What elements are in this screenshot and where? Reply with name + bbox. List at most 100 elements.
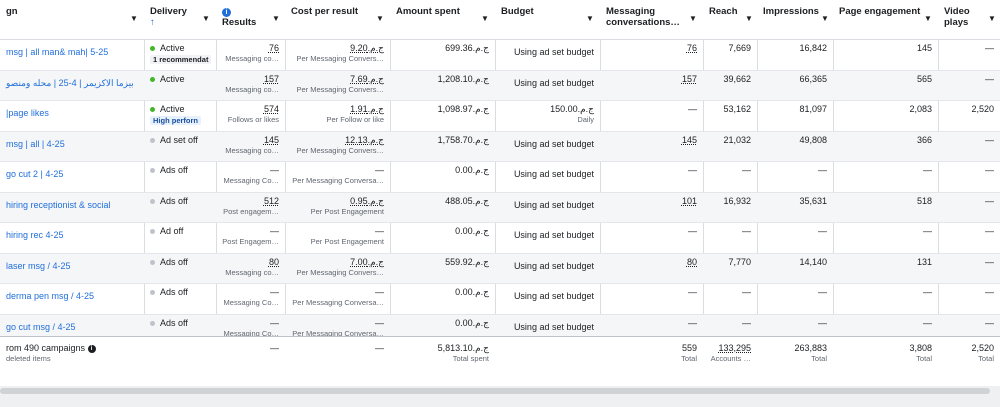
delivery-cell: Ads off <box>144 254 216 284</box>
cost-value[interactable]: ج.م.1.91 <box>350 104 384 114</box>
table-row[interactable]: بيزما الاكزيمر | 4-25 | محله ومنصو Activ… <box>0 70 1000 101</box>
header-messaging-conversations[interactable]: Messaging conversations… ▼ <box>600 0 703 39</box>
header-reach[interactable]: Reach ▼ <box>703 0 757 39</box>
campaign-name-cell[interactable]: بيزما الاكزيمر | 4-25 | محله ومنصو <box>0 71 144 101</box>
budget-cell[interactable]: Using ad set budget <box>495 315 600 345</box>
campaign-name-link[interactable]: laser msg / 4-25 <box>6 260 71 271</box>
budget-value[interactable]: Using ad set budget <box>513 260 594 271</box>
chevron-down-icon[interactable]: ▼ <box>745 14 753 23</box>
chevron-down-icon[interactable]: ▼ <box>988 14 996 23</box>
campaign-name-cell[interactable]: laser msg / 4-25 <box>0 254 144 284</box>
campaign-name-link[interactable]: msg | all man& mah| 5-25 <box>6 47 109 57</box>
results-value[interactable]: 574 <box>263 104 279 114</box>
chevron-down-icon[interactable]: ▼ <box>272 14 280 23</box>
table-row[interactable]: derma pen msg / 4-25 Ads off — Messaging… <box>0 284 1000 315</box>
results-value[interactable]: 157 <box>263 73 279 84</box>
table-row[interactable]: go cut 2 | 4-25 Ads off — Messaging Co… … <box>0 162 1000 193</box>
sort-arrow-icon[interactable]: ↑ <box>150 17 155 28</box>
campaign-name-link[interactable]: بيزما الاكزيمر | 4-25 | محله ومنصو <box>6 77 134 88</box>
campaign-name-link[interactable]: go cut 2 | 4-25 <box>6 169 64 179</box>
header-video-plays[interactable]: Video plays ▼ <box>938 0 1000 39</box>
chevron-down-icon[interactable]: ▼ <box>689 14 697 23</box>
budget-value[interactable]: Using ad set budget <box>513 291 594 301</box>
budget-cell[interactable]: Using ad set budget <box>495 71 600 101</box>
campaign-name-cell[interactable]: go cut msg / 4-25 <box>0 315 144 345</box>
results-value[interactable]: 145 <box>263 134 279 145</box>
budget-value[interactable]: ج.م.150.00 <box>550 104 594 114</box>
budget-value[interactable]: Using ad set budget <box>513 199 594 210</box>
cost-value[interactable]: ج.م.0.95 <box>350 195 384 206</box>
budget-cell[interactable]: Using ad set budget <box>495 132 600 162</box>
recommendation-badge[interactable]: High perforn <box>150 116 201 125</box>
campaign-name-cell[interactable]: hiring receptionist & social <box>0 193 144 223</box>
budget-value[interactable]: Using ad set budget <box>513 169 594 179</box>
results-value[interactable]: 512 <box>263 195 279 206</box>
results-value[interactable]: 76 <box>268 43 279 53</box>
messaging-value[interactable]: 145 <box>681 134 697 145</box>
table-row[interactable]: hiring rec 4-25 Ad off — Post Engagem… —… <box>0 223 1000 254</box>
campaign-name-link[interactable]: |page likes <box>6 108 49 118</box>
header-cost-per-result[interactable]: Cost per result ▼ <box>285 0 390 39</box>
budget-cell[interactable]: ج.م.150.00 Daily <box>495 101 600 131</box>
results-type: Messaging Co… <box>223 176 279 185</box>
budget-value[interactable]: Using ad set budget <box>513 230 594 240</box>
header-campaign-name[interactable]: gn ▼ <box>0 0 144 39</box>
table-row[interactable]: msg | all man& mah| 5-25 Active 1 recomm… <box>0 40 1000 71</box>
campaign-name-link[interactable]: go cut msg / 4-25 <box>6 321 76 332</box>
messaging-value[interactable]: 80 <box>686 256 697 267</box>
table-row[interactable]: laser msg / 4-25 Ads off 80 Messaging co… <box>0 253 1000 284</box>
campaign-name-cell[interactable]: derma pen msg / 4-25 <box>0 284 144 314</box>
campaign-name-link[interactable]: derma pen msg / 4-25 <box>6 291 95 301</box>
chevron-down-icon[interactable]: ▼ <box>586 14 594 23</box>
budget-value[interactable]: Using ad set budget <box>513 77 594 88</box>
campaign-name-cell[interactable]: hiring rec 4-25 <box>0 223 144 253</box>
recommendation-badge[interactable]: 1 recommendat <box>150 55 212 64</box>
chevron-down-icon[interactable]: ▼ <box>481 14 489 23</box>
chevron-down-icon[interactable]: ▼ <box>821 14 829 23</box>
chevron-down-icon[interactable]: ▼ <box>924 14 932 23</box>
campaign-name-cell[interactable]: msg | all man& mah| 5-25 <box>0 40 144 70</box>
info-icon[interactable]: i <box>87 344 96 353</box>
campaign-name-link[interactable]: hiring rec 4-25 <box>6 230 64 240</box>
reach-cell: 21,032 <box>703 132 757 162</box>
chevron-down-icon[interactable]: ▼ <box>130 14 138 23</box>
budget-value[interactable]: Using ad set budget <box>513 321 594 332</box>
campaign-name-link[interactable]: hiring receptionist & social <box>6 199 111 210</box>
table-row[interactable]: hiring receptionist & social Ads off 512… <box>0 192 1000 223</box>
header-amount-spent[interactable]: Amount spent ▼ <box>390 0 495 39</box>
budget-value[interactable]: Using ad set budget <box>513 138 594 149</box>
table-row[interactable]: msg | all | 4-25 Ad set off 145 Messagin… <box>0 131 1000 162</box>
results-cell: — Messaging Co… <box>216 315 285 345</box>
reach-value: 53,162 <box>723 104 751 114</box>
campaign-name-link[interactable]: msg | all | 4-25 <box>6 138 65 149</box>
budget-cell[interactable]: Using ad set budget <box>495 193 600 223</box>
horizontal-scrollbar-thumb[interactable] <box>0 388 990 394</box>
campaign-name-cell[interactable]: |page likes <box>0 101 144 131</box>
header-impressions[interactable]: Impressions ▼ <box>757 0 833 39</box>
cost-value[interactable]: ج.م.9.20 <box>350 43 384 53</box>
budget-cell[interactable]: Using ad set budget <box>495 223 600 253</box>
campaign-name-cell[interactable]: go cut 2 | 4-25 <box>0 162 144 192</box>
budget-cell[interactable]: Using ad set budget <box>495 284 600 314</box>
budget-cell[interactable]: Using ad set budget <box>495 254 600 284</box>
header-delivery[interactable]: Delivery ↑ ▼ <box>144 0 216 39</box>
cost-value[interactable]: ج.م.12.13 <box>345 134 384 145</box>
cost-value[interactable]: ج.م.7.69 <box>350 73 384 84</box>
cost-value[interactable]: ج.م.7.00 <box>350 256 384 267</box>
messaging-value[interactable]: 157 <box>681 73 697 84</box>
totals-value[interactable]: 133,295 <box>718 343 751 353</box>
campaign-name-cell[interactable]: msg | all | 4-25 <box>0 132 144 162</box>
header-budget[interactable]: Budget ▼ <box>495 0 600 39</box>
budget-cell[interactable]: Using ad set budget <box>495 40 600 70</box>
header-page-engagement[interactable]: Page engagement ▼ <box>833 0 938 39</box>
chevron-down-icon[interactable]: ▼ <box>376 14 384 23</box>
info-icon[interactable]: i <box>222 8 231 17</box>
messaging-value[interactable]: 76 <box>686 43 697 53</box>
header-results[interactable]: i Results ▼ <box>216 0 285 39</box>
chevron-down-icon[interactable]: ▼ <box>202 14 210 23</box>
budget-cell[interactable]: Using ad set budget <box>495 162 600 192</box>
messaging-value[interactable]: 101 <box>681 195 697 206</box>
results-value[interactable]: 80 <box>268 256 279 267</box>
budget-value[interactable]: Using ad set budget <box>513 47 594 57</box>
table-row[interactable]: |page likes Active High perforn 574 Foll… <box>0 101 1000 132</box>
